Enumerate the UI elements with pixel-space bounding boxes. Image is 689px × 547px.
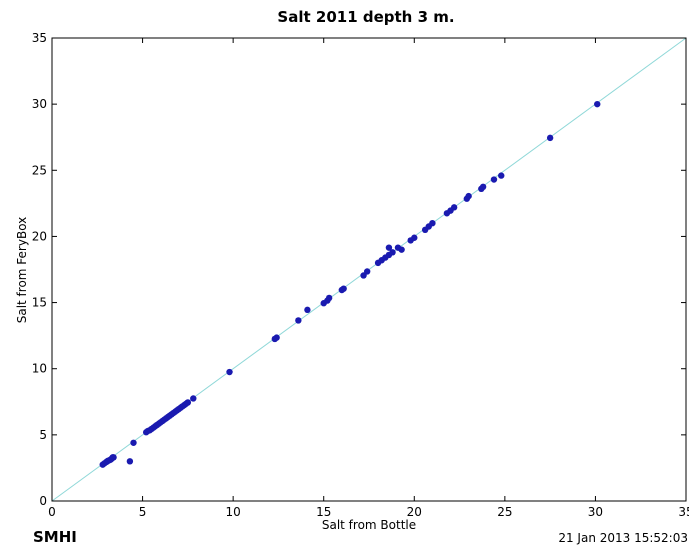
y-axis-ticks: 0 5 10 15 20 25 30 35 xyxy=(32,31,686,508)
y-tick-label: 30 xyxy=(32,97,47,111)
chart-title: Salt 2011 depth 3 m. xyxy=(277,8,454,26)
data-point xyxy=(385,244,393,251)
data-point xyxy=(498,172,505,179)
data-point xyxy=(363,268,371,275)
data-point xyxy=(465,192,472,200)
data-point xyxy=(398,246,405,253)
y-tick-label: 35 xyxy=(32,31,47,45)
data-point xyxy=(110,454,117,461)
y-tick-label: 15 xyxy=(32,296,47,310)
data-point xyxy=(389,249,396,256)
y-tick-label: 10 xyxy=(32,362,47,376)
y-axis-label: Salt from FeryBox xyxy=(15,217,29,324)
data-point xyxy=(273,334,280,341)
x-tick-label: 20 xyxy=(407,505,422,519)
x-tick-label: 0 xyxy=(48,505,56,519)
data-point xyxy=(546,134,554,142)
data-point xyxy=(340,285,347,292)
smhi-logo-text: SMHI xyxy=(33,528,77,546)
data-point xyxy=(594,100,601,108)
x-axis-ticks: 0 5 10 15 20 25 30 35 xyxy=(48,38,689,519)
y-tick-label: 0 xyxy=(39,494,47,508)
x-tick-label: 35 xyxy=(678,505,689,519)
data-point xyxy=(429,220,436,227)
data-point xyxy=(190,395,197,402)
x-tick-label: 25 xyxy=(497,505,512,519)
y-tick-label: 5 xyxy=(39,428,47,442)
data-point xyxy=(184,399,192,406)
x-tick-label: 10 xyxy=(226,505,241,519)
data-point xyxy=(479,183,487,191)
data-point xyxy=(325,294,333,302)
data-points xyxy=(99,100,601,468)
data-point xyxy=(490,176,498,183)
data-point xyxy=(295,317,302,324)
data-point xyxy=(126,458,134,465)
y-tick-label: 20 xyxy=(32,229,47,243)
data-point xyxy=(304,306,311,314)
plot-area: 0 5 10 15 20 25 30 35 0 5 10 15 20 25 30 35 xyxy=(32,31,689,519)
data-point xyxy=(411,234,418,241)
x-tick-label: 30 xyxy=(588,505,603,519)
data-point xyxy=(226,368,233,376)
timestamp: 21 Jan 2013 15:52:03 xyxy=(558,531,688,545)
x-tick-label: 5 xyxy=(139,505,147,519)
x-tick-label: 15 xyxy=(316,505,331,519)
data-point xyxy=(450,204,458,211)
x-axis-label: Salt from Bottle xyxy=(322,518,416,532)
data-point xyxy=(130,439,137,446)
y-tick-label: 25 xyxy=(32,163,47,177)
